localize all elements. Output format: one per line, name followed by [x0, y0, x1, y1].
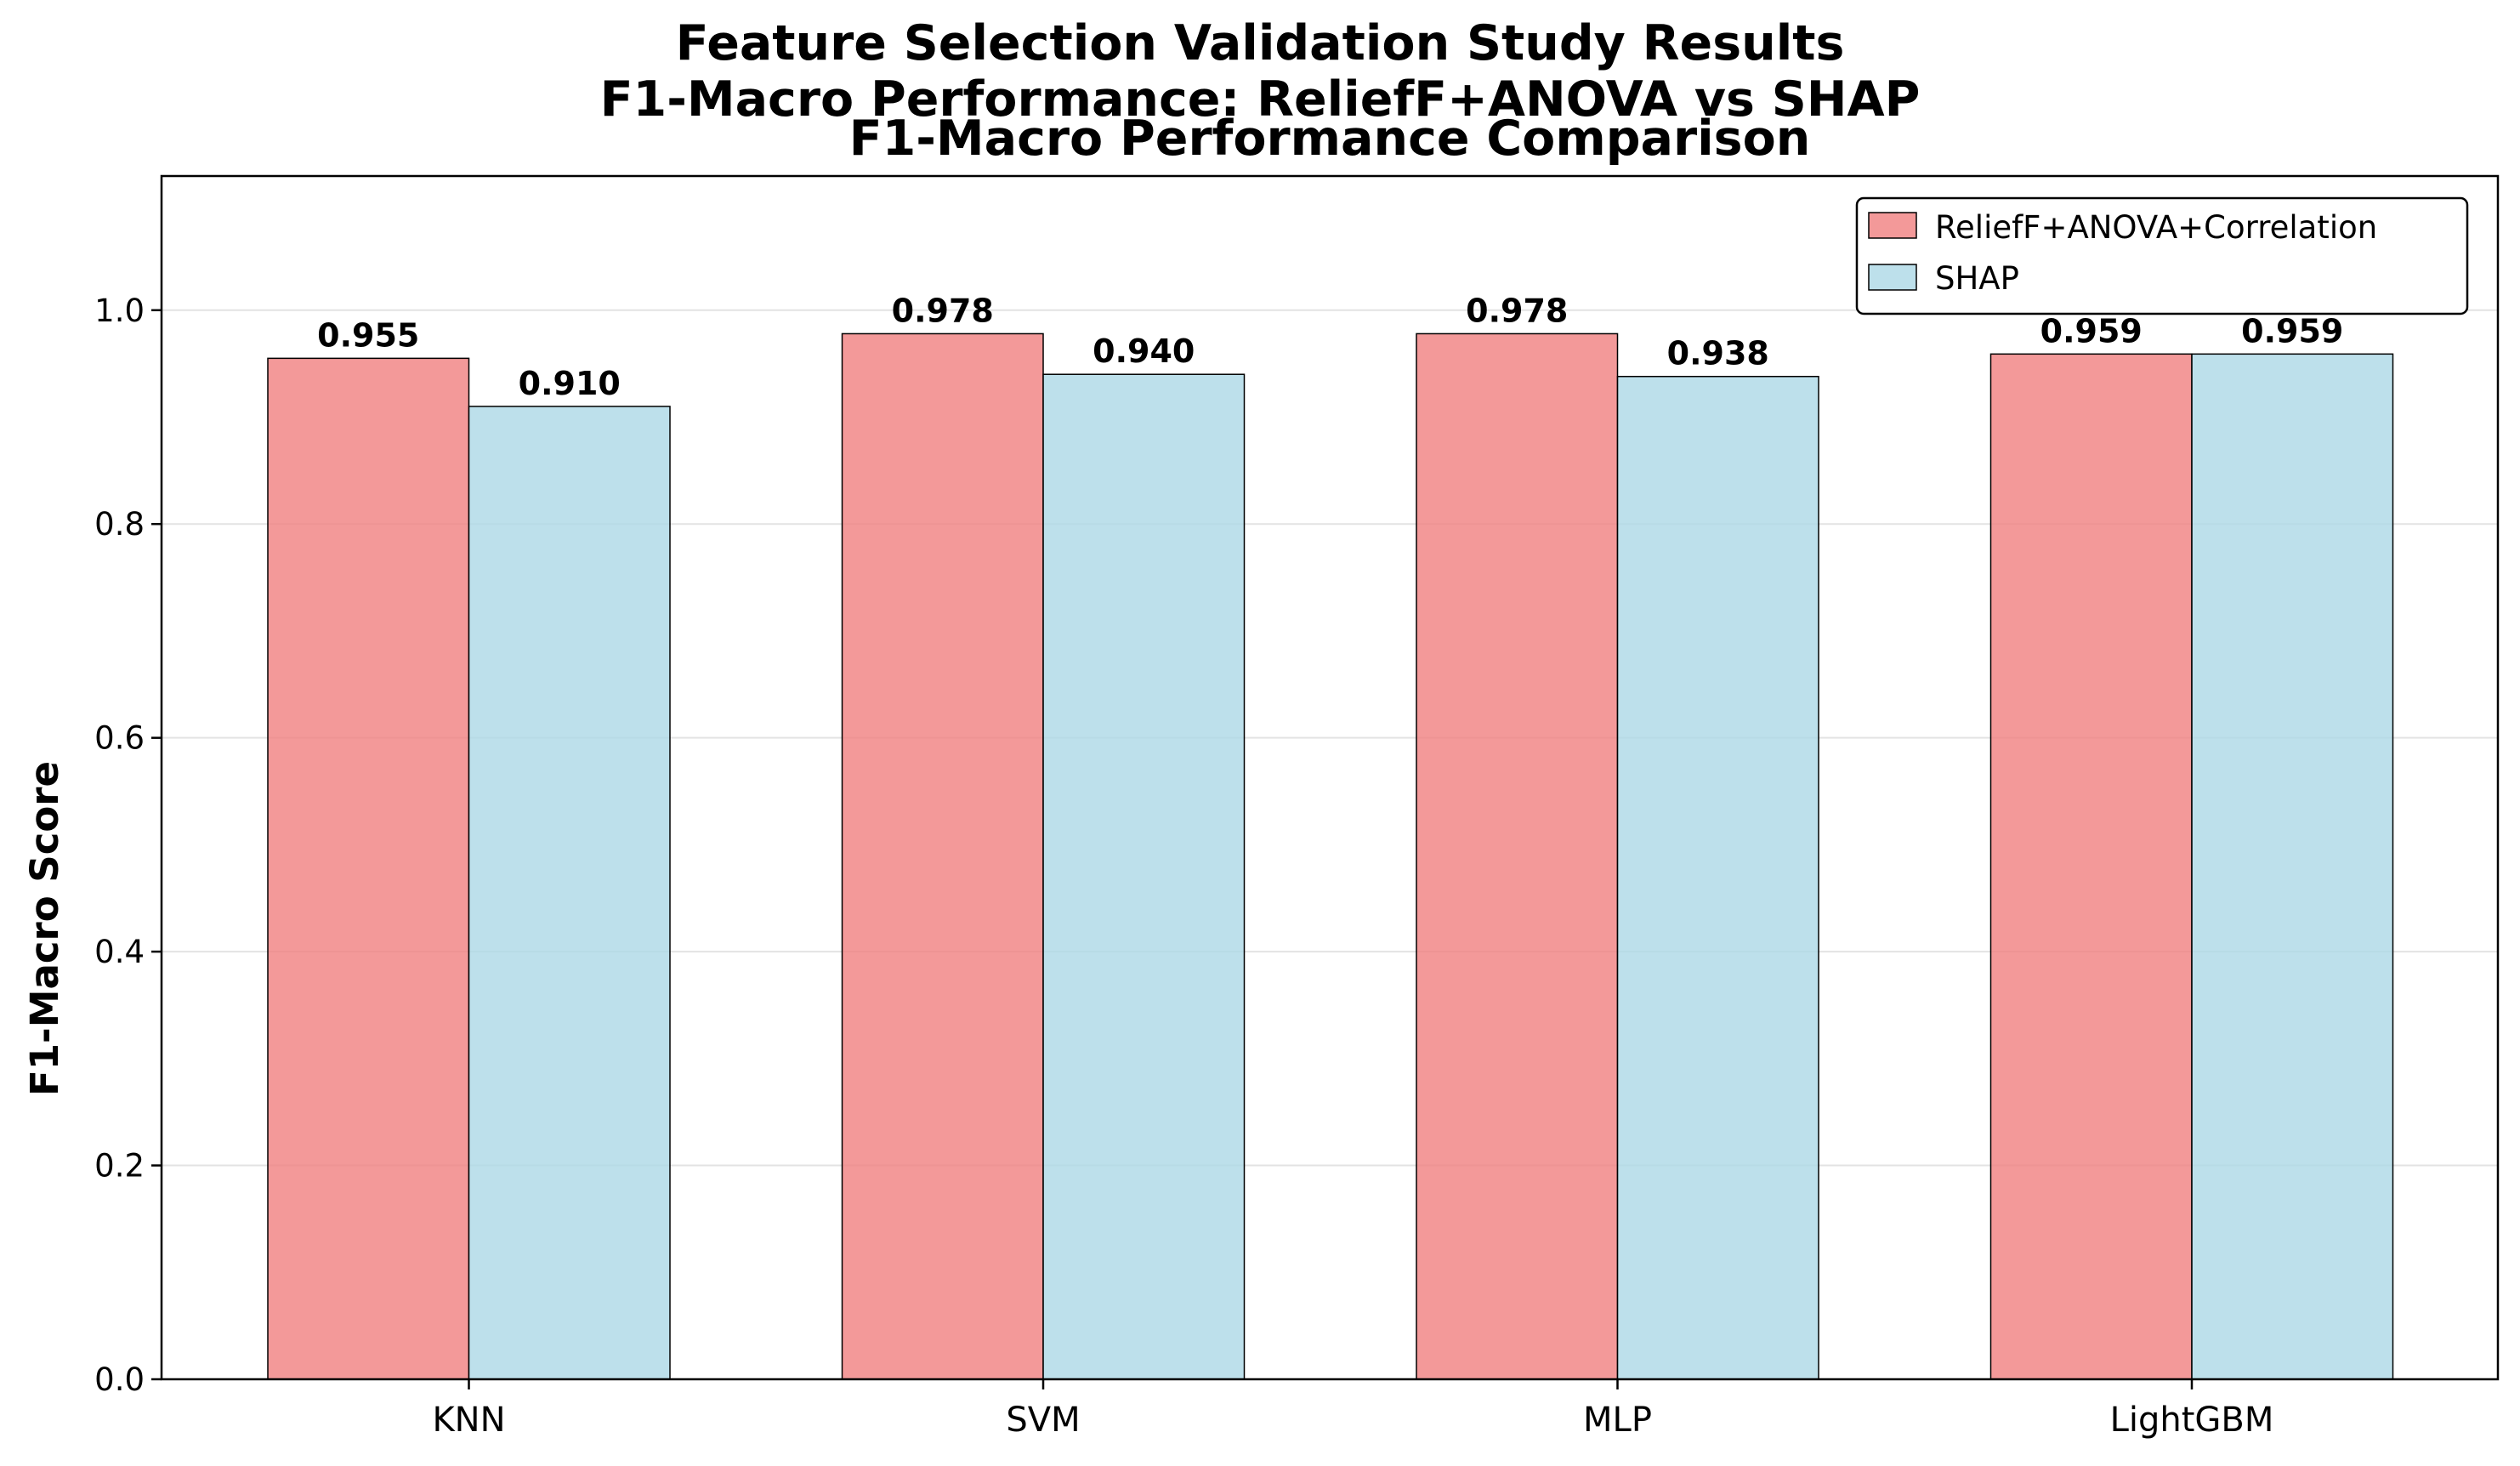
x-tick-label: KNN	[432, 1401, 505, 1440]
bar-value-label: 0.978	[892, 292, 994, 329]
ticks-layer: 0.0 0.2 0.4 0.6 0.8 1.0 KNN SVM MLP LightGBM	[94, 293, 2273, 1440]
bar-value-label: 0.959	[2040, 312, 2143, 349]
bar-value-label: 0.955	[317, 316, 419, 354]
bar	[1989, 353, 2193, 1380]
bars-layer	[267, 332, 2394, 1380]
bar-value-label: 0.959	[2241, 312, 2343, 349]
labels-layer: 0.955 0.910 0.978 0.940 0.978 0.938 0.959 0.959	[317, 292, 2343, 401]
bar	[468, 406, 671, 1380]
chart-title: F1-Macro Performance Comparison	[849, 111, 1811, 167]
x-tick-label: LightGBM	[2110, 1401, 2274, 1440]
suptitle-line-2: F1-Macro Performance: ReliefF+ANOVA vs S…	[600, 71, 1921, 128]
y-tick-label: 0.8	[94, 506, 145, 543]
axes-frame	[160, 174, 2500, 1381]
x-tick-label: SVM	[1006, 1401, 1080, 1440]
bar	[1416, 332, 1619, 1380]
bar	[2191, 353, 2394, 1380]
legend-label-shap: SHAP	[1935, 260, 2019, 297]
y-tick-label: 0.2	[94, 1148, 145, 1185]
bar-value-label: 0.910	[519, 365, 621, 402]
bar-value-label: 0.978	[1466, 292, 1568, 329]
bar	[1042, 373, 1246, 1380]
legend-label-relieff: ReliefF+ANOVA+Correlation	[1935, 209, 2377, 246]
y-tick-label: 0.0	[94, 1361, 145, 1398]
legend-swatch-shap	[1868, 264, 1917, 291]
bar-value-label: 0.940	[1093, 332, 1195, 370]
legend-box	[1855, 196, 2469, 315]
y-tick-label: 0.4	[94, 934, 145, 970]
suptitle-line-1: Feature Selection Validation Study Resul…	[676, 15, 1845, 71]
y-tick-label: 0.6	[94, 720, 145, 757]
legend: ReliefF+ANOVA+Correlation SHAP	[1855, 196, 2469, 315]
bar	[841, 332, 1044, 1380]
bar	[267, 357, 470, 1380]
bar	[1616, 375, 1819, 1380]
bar-value-label: 0.938	[1667, 335, 1769, 372]
y-tick-label: 1.0	[94, 293, 145, 329]
y-axis-label: F1-Macro Score	[22, 761, 67, 1096]
legend-swatch-relieff	[1868, 212, 1917, 239]
x-tick-label: MLP	[1583, 1401, 1652, 1440]
